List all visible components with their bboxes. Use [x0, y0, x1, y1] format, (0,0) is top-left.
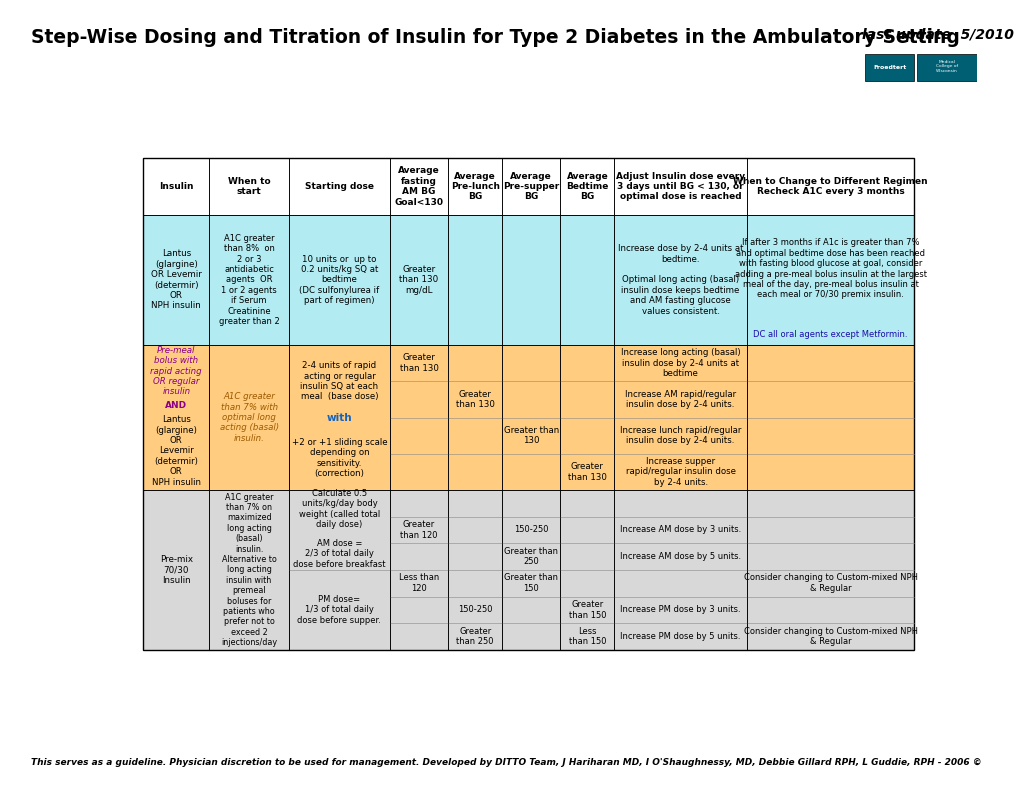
Bar	[389, 158, 447, 215]
Text: Lantus
(glargine)
OR
Levemir
(determir)
OR
NPH insulin: Lantus (glargine) OR Levemir (determir) …	[152, 415, 201, 486]
Bar	[746, 345, 913, 490]
Text: Less than
120: Less than 120	[398, 574, 439, 593]
Bar	[746, 158, 913, 215]
Bar	[501, 345, 559, 490]
Bar	[447, 345, 501, 490]
Bar	[288, 345, 389, 490]
Bar	[559, 215, 613, 345]
Bar	[209, 215, 288, 345]
Text: Increase PM dose by 5 units.: Increase PM dose by 5 units.	[620, 632, 740, 641]
Bar	[613, 215, 746, 345]
Text: Greater than
250: Greater than 250	[503, 547, 557, 567]
Bar	[559, 345, 613, 490]
Bar	[613, 158, 746, 215]
Bar	[501, 215, 559, 345]
Bar	[746, 490, 913, 650]
Text: Pre-mix
70/30
Insulin: Pre-mix 70/30 Insulin	[160, 555, 193, 585]
Text: 10 units or  up to
0.2 units/kg SQ at
bedtime
(DC sulfonylurea if
part of regime: 10 units or up to 0.2 units/kg SQ at bed…	[299, 255, 379, 305]
Text: Increase long acting (basal)
insulin dose by 2-4 units at
bedtime: Increase long acting (basal) insulin dos…	[621, 348, 740, 378]
Text: 150-250: 150-250	[514, 526, 548, 534]
Bar	[143, 490, 209, 650]
Text: Greater
than 130: Greater than 130	[399, 354, 438, 373]
Text: Average
fasting
AM BG
Goal<130: Average fasting AM BG Goal<130	[394, 166, 443, 206]
Text: AM dose =
2/3 of total daily
dose before breakfast: AM dose = 2/3 of total daily dose before…	[292, 539, 385, 569]
Bar	[916, 54, 976, 81]
Text: Greater
than 150: Greater than 150	[568, 600, 605, 619]
Text: Starting dose: Starting dose	[305, 182, 374, 191]
Text: A1C greater
than 7% with
optimal long
acting (basal)
insulin.: A1C greater than 7% with optimal long ac…	[219, 392, 278, 443]
Text: Greater than
130: Greater than 130	[503, 426, 558, 445]
Bar	[613, 345, 746, 490]
Bar	[143, 345, 209, 490]
Text: Insulin: Insulin	[159, 182, 194, 191]
Bar	[288, 490, 389, 650]
Bar	[501, 490, 559, 650]
Bar	[209, 345, 288, 490]
Bar	[288, 158, 389, 215]
Text: Greater
than 130: Greater than 130	[455, 390, 494, 409]
Bar	[209, 158, 288, 215]
Text: Average
Pre-supper
BG: Average Pre-supper BG	[502, 172, 558, 202]
Bar	[864, 54, 913, 81]
Text: Increase PM dose by 3 units.: Increase PM dose by 3 units.	[620, 605, 740, 615]
Text: Pre-meal
bolus with
rapid acting
OR regular
insulin: Pre-meal bolus with rapid acting OR regu…	[151, 346, 202, 396]
Text: Medical
College of
Wisconsin: Medical College of Wisconsin	[934, 60, 957, 72]
Bar	[447, 490, 501, 650]
Text: 150-250: 150-250	[458, 605, 492, 615]
Text: Froedtert: Froedtert	[872, 65, 905, 69]
Text: This serves as a guideline. Physician discretion to be used for management. Deve: This serves as a guideline. Physician di…	[31, 758, 980, 767]
Bar	[447, 158, 501, 215]
Bar	[559, 158, 613, 215]
Text: Step-Wise Dosing and Titration of Insulin for Type 2 Diabetes in the Ambulatory : Step-Wise Dosing and Titration of Insuli…	[31, 28, 959, 46]
Bar	[389, 345, 447, 490]
Text: Greater
than 130: Greater than 130	[568, 463, 606, 481]
Bar	[288, 215, 389, 345]
Text: last update  5/2010: last update 5/2010	[861, 28, 1013, 42]
Bar	[143, 158, 913, 650]
Text: DC all oral agents except Metformin.: DC all oral agents except Metformin.	[753, 329, 907, 339]
Text: +2 or +1 sliding scale
depending on
sensitivity.
(correction): +2 or +1 sliding scale depending on sens…	[291, 438, 387, 478]
Text: Consider changing to Custom-mixed NPH
& Regular: Consider changing to Custom-mixed NPH & …	[743, 574, 917, 593]
Bar	[746, 215, 913, 345]
Text: Greater
than 250: Greater than 250	[455, 626, 493, 646]
Text: PM dose=
1/3 of total daily
dose before supper.: PM dose= 1/3 of total daily dose before …	[298, 595, 381, 625]
Text: A1C greater
than 7% on
maximized
long acting
(basal)
insulin.
Alternative to
lon: A1C greater than 7% on maximized long ac…	[221, 492, 277, 647]
Text: Average
Bedtime
BG: Average Bedtime BG	[566, 172, 608, 202]
Bar	[389, 215, 447, 345]
Text: Increase lunch rapid/regular
insulin dose by 2-4 units.: Increase lunch rapid/regular insulin dos…	[620, 426, 741, 445]
Text: Greater
than 120: Greater than 120	[399, 520, 437, 540]
Text: Calculate 0.5
units/kg/day body
weight (called total
daily dose): Calculate 0.5 units/kg/day body weight (…	[299, 489, 380, 530]
Text: If after 3 months if A1c is greater than 7%
and optimal bedtime dose has been re: If after 3 months if A1c is greater than…	[734, 239, 925, 299]
Bar	[389, 490, 447, 650]
Bar	[447, 215, 501, 345]
Text: Greater than
150: Greater than 150	[503, 574, 557, 593]
Text: Increase AM rapid/regular
insulin dose by 2-4 units.: Increase AM rapid/regular insulin dose b…	[625, 390, 736, 409]
Text: When to
start: When to start	[227, 177, 270, 196]
Text: When to Change to Different Regimen
Recheck A1C every 3 months: When to Change to Different Regimen Rech…	[733, 177, 927, 196]
Bar	[143, 215, 209, 345]
Text: Increase AM dose by 3 units.: Increase AM dose by 3 units.	[620, 526, 741, 534]
Text: 2-4 units of rapid
acting or regular
insulin SQ at each
meal  (base dose): 2-4 units of rapid acting or regular ins…	[300, 361, 378, 401]
Text: Consider changing to Custom-mixed NPH
& Regular: Consider changing to Custom-mixed NPH & …	[743, 626, 917, 646]
Bar	[559, 490, 613, 650]
Text: Average
Pre-lunch
BG: Average Pre-lunch BG	[450, 172, 499, 202]
Text: Increase AM dose by 5 units.: Increase AM dose by 5 units.	[620, 552, 741, 561]
Text: Increase dose by 2-4 units at
bedtime.

Optimal long acting (basal)
insulin dose: Increase dose by 2-4 units at bedtime. O…	[618, 244, 743, 316]
Text: A1C greater
than 8%  on
2 or 3
antidiabetic
agents  OR
1 or 2 agents
if Serum
Cr: A1C greater than 8% on 2 or 3 antidiabet…	[218, 234, 279, 326]
Bar	[613, 490, 746, 650]
Text: Adjust Insulin dose every
3 days until BG < 130, or
optimal dose is reached: Adjust Insulin dose every 3 days until B…	[615, 172, 745, 202]
Bar	[209, 490, 288, 650]
Bar	[143, 158, 209, 215]
Text: Lantus
(glargine)
OR Levemir
(determir)
OR
NPH insulin: Lantus (glargine) OR Levemir (determir) …	[151, 250, 202, 310]
Text: with: with	[326, 413, 352, 422]
Text: Greater
than 130
mg/dL: Greater than 130 mg/dL	[399, 265, 438, 295]
Text: AND: AND	[165, 401, 187, 410]
Bar	[501, 158, 559, 215]
Text: Less
than 150: Less than 150	[568, 626, 605, 646]
Text: Increase supper
rapid/regular insulin dose
by 2-4 units.: Increase supper rapid/regular insulin do…	[625, 457, 735, 487]
